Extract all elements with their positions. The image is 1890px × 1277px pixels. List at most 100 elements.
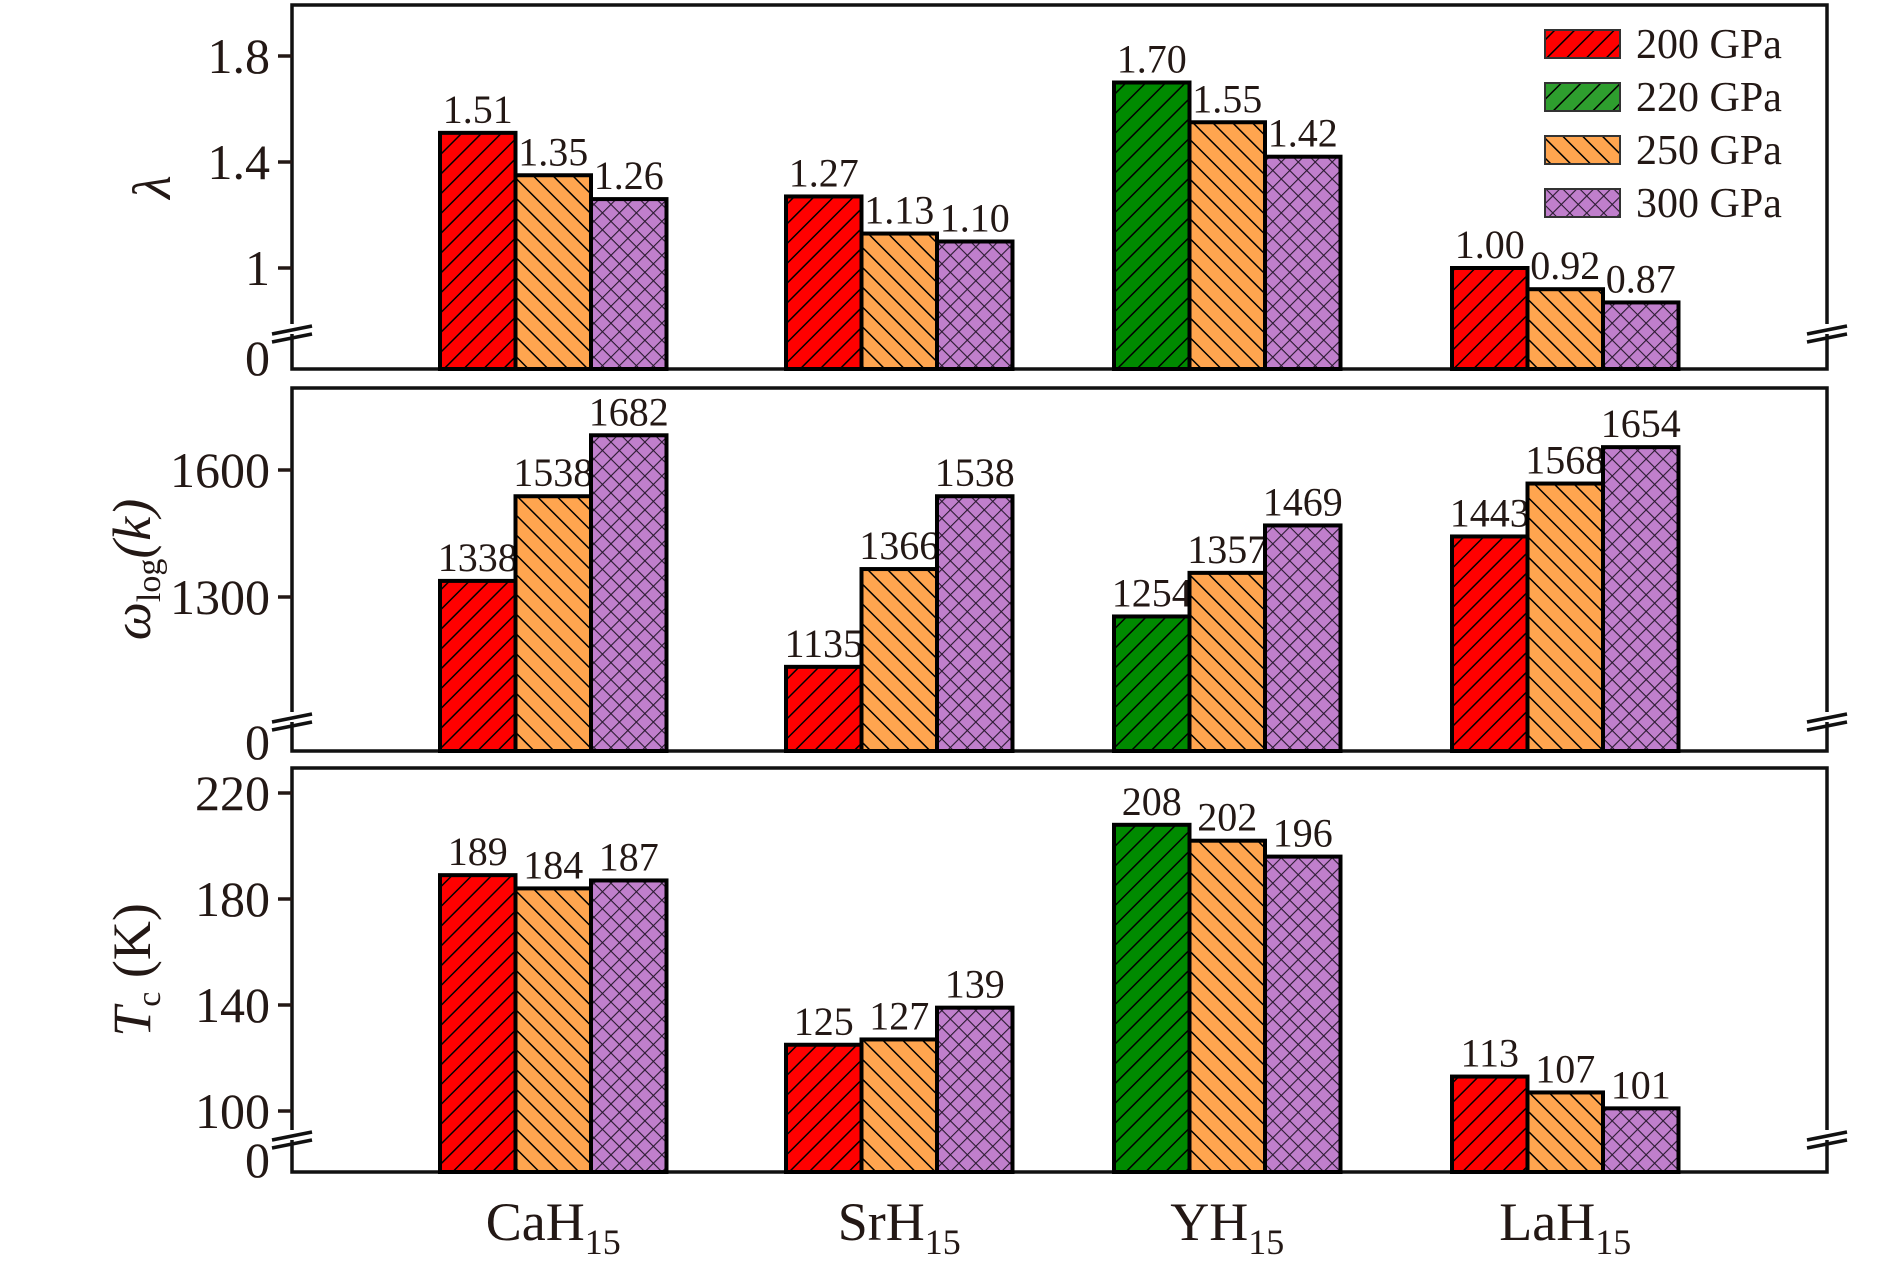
- bar-value-label: 1357: [1187, 527, 1267, 572]
- bar-value-label: 107: [1535, 1046, 1595, 1091]
- axis-break-left: [271, 712, 313, 732]
- bar-value-label: 1.27: [789, 150, 859, 195]
- panel-top: 0 1 1.4 1.8 1.511.351.26 1.271.13 1.10 1.701.55…: [122, 3, 1848, 386]
- bar-value-label: 1568: [1525, 438, 1605, 483]
- bar-value-label: 0.87: [1606, 256, 1676, 301]
- bar-value-label: 1.42: [1268, 111, 1338, 156]
- bar-value-label: 208: [1122, 779, 1182, 824]
- y-tick-label: 0: [245, 714, 270, 770]
- bar-SrH15-300GPa: [935, 1005, 1015, 1175]
- bar-value-label: 1538: [513, 450, 593, 495]
- bar-SrH15-250GPa: [859, 231, 939, 371]
- bar-value-label: 1254: [1112, 570, 1192, 615]
- bar-CaH15-250GPa: [513, 494, 593, 753]
- legend-label: 250 GPa: [1636, 128, 1782, 174]
- y-tick-label: 1.4: [208, 134, 271, 190]
- bar-YH15-220GPa: [1112, 80, 1192, 371]
- bar-LaH15-250GPa: [1525, 287, 1605, 372]
- bar-CaH15-300GPa: [589, 433, 669, 753]
- x-category-label: CaH15: [486, 1192, 621, 1262]
- bar-value-label: 1366: [859, 523, 939, 568]
- bar-value-label: 101: [1611, 1062, 1671, 1107]
- y-tick-label: 1600: [170, 442, 270, 498]
- bar-value-label: 1682: [589, 389, 669, 434]
- bar-LaH15-300GPa: [1601, 445, 1681, 753]
- bar-value-label: 1.26: [594, 153, 664, 198]
- bar-LaH15-300GPa: [1601, 300, 1681, 372]
- bar-YH15-250GPa: [1187, 570, 1267, 753]
- bar-CaH15-250GPa: [513, 886, 593, 1175]
- bar-value-label: 1.00: [1455, 222, 1525, 267]
- bar-value-label: 125: [794, 999, 854, 1044]
- legend-swatch: [1544, 188, 1621, 218]
- legend-item: 300 GPa: [1544, 181, 1782, 227]
- y-tick-label: 1.8: [208, 28, 271, 84]
- bar-value-label: 0.92: [1530, 243, 1600, 288]
- bar-YH15-220GPa: [1112, 822, 1192, 1174]
- legend-item: 200 GPa: [1544, 22, 1782, 68]
- bar-YH15-220GPa: [1112, 614, 1192, 753]
- bar-SrH15-250GPa: [859, 567, 939, 753]
- bar-CaH15-200GPa: [438, 873, 518, 1175]
- bar-value-label: 1.13: [864, 188, 934, 233]
- legend-swatch: [1544, 135, 1621, 165]
- legend: 200 GPa 220 GPa 250 GPa 300 GPa: [1544, 22, 1782, 227]
- bar-value-label: 127: [869, 993, 929, 1038]
- y-tick-label: 100: [195, 1083, 270, 1139]
- bar-value-label: 1.10: [940, 196, 1010, 241]
- y-tick-label: 140: [195, 977, 270, 1033]
- y-tick-label: 220: [195, 765, 270, 821]
- bar-value-label: 1469: [1263, 479, 1343, 524]
- y-axis-label: λ: [122, 175, 182, 200]
- panel-middle: 0 1300 1600 1338 1538 1682 1135 1366 1538 1254135…: [102, 386, 1848, 770]
- bar-SrH15-200GPa: [784, 664, 864, 753]
- bar-LaH15-200GPa: [1450, 1074, 1530, 1175]
- y-tick-label: 0: [245, 330, 270, 386]
- bar-SrH15-200GPa: [784, 194, 864, 371]
- bar-value-label: 184: [523, 842, 583, 887]
- y-axis-label: Tc (K): [102, 903, 168, 1037]
- x-category-label: SrH15: [838, 1192, 961, 1262]
- y-tick-label: 180: [195, 871, 270, 927]
- bar-SrH15-300GPa: [935, 239, 1015, 371]
- bar-value-label: 1.51: [443, 87, 513, 132]
- axis-break-right: [1806, 1130, 1848, 1150]
- bar-value-label: 113: [1460, 1031, 1519, 1076]
- y-tick-label: 1300: [170, 569, 270, 625]
- bar-LaH15-250GPa: [1525, 481, 1605, 753]
- legend-label: 200 GPa: [1636, 22, 1782, 68]
- x-category-label: LaH15: [1499, 1192, 1631, 1262]
- axis-break-right: [1806, 324, 1848, 344]
- y-axis-label: ωlog(k): [102, 499, 168, 641]
- bar-CaH15-250GPa: [513, 173, 593, 371]
- bar-value-label: 1.35: [518, 129, 588, 174]
- axis-break-left: [271, 324, 313, 344]
- bar-value-label: 202: [1197, 795, 1257, 840]
- bar-value-label: 189: [448, 829, 508, 874]
- legend-label: 300 GPa: [1636, 181, 1782, 227]
- bar-YH15-250GPa: [1187, 838, 1267, 1174]
- x-category-label: YH15: [1170, 1192, 1284, 1262]
- bar-value-label: 187: [599, 834, 659, 879]
- y-tick-label: 1: [245, 240, 270, 296]
- bar-CaH15-200GPa: [438, 578, 518, 753]
- bar-value-label: 139: [945, 962, 1005, 1007]
- bar-LaH15-300GPa: [1601, 1106, 1681, 1174]
- bar-value-label: 1654: [1601, 401, 1681, 446]
- y-tick-label: 0: [245, 1132, 270, 1188]
- bar-LaH15-200GPa: [1450, 534, 1530, 754]
- axis-break-left: [271, 1130, 313, 1150]
- bar-SrH15-250GPa: [859, 1037, 939, 1174]
- bar-CaH15-200GPa: [438, 130, 518, 371]
- bar-LaH15-200GPa: [1450, 266, 1530, 371]
- bar-CaH15-300GPa: [589, 197, 669, 371]
- bar-YH15-300GPa: [1263, 154, 1343, 371]
- bar-value-label: 1443: [1450, 490, 1530, 535]
- bar-SrH15-200GPa: [784, 1042, 864, 1174]
- legend-label: 220 GPa: [1636, 75, 1782, 121]
- bar-value-label: 1338: [438, 535, 518, 580]
- legend-swatch: [1544, 29, 1621, 59]
- bar-value-label: 1135: [784, 621, 863, 666]
